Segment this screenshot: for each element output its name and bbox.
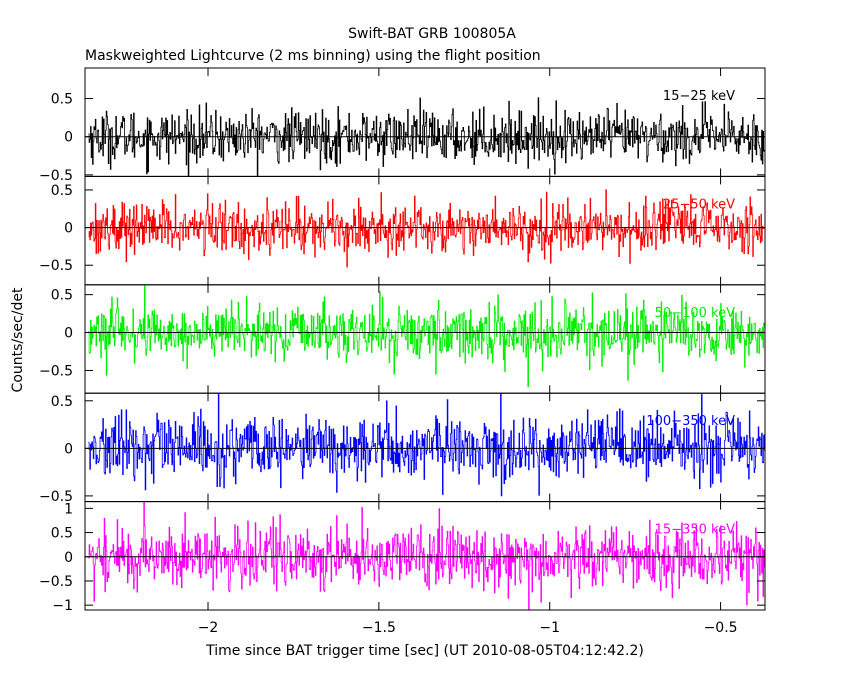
panel-1: −0.5 0 0.5 15−25 keV [39, 67, 766, 184]
y-tick-label: 0.5 [51, 526, 73, 542]
y-tick-label: 0.5 [51, 92, 73, 108]
series-trace-3 [88, 284, 765, 388]
y-tick-label: 0 [64, 550, 73, 566]
y-tick-label: −0.5 [39, 363, 73, 379]
series-trace-4 [88, 393, 765, 497]
panel-4: −0.5 0 0.5 100−350 keV [39, 392, 766, 505]
chart-title: Swift-BAT GRB 100805A [348, 26, 516, 42]
panels-group: −0.5 0 0.5 15−25 keV −0.5 0 0.5 25−50 keV −0.5 0 0… [39, 67, 766, 636]
panel-frame [84, 501, 766, 611]
panel-5: −1 −0.5 0 0.5 1 15−350 keV [39, 501, 766, 614]
y-axis-label: Counts/sec/det [10, 287, 26, 392]
y-tick-label: 0 [64, 221, 73, 237]
panel-2: −0.5 0 0.5 25−50 keV [39, 175, 766, 286]
y-tick-label: 0.5 [51, 183, 73, 199]
band-label-2: 25−50 keV [663, 197, 735, 212]
y-tick-label: 0.5 [51, 288, 73, 304]
band-label-3: 50−100 keV [655, 306, 735, 321]
x-tick-label: −1 [539, 620, 560, 636]
series-trace-1 [88, 97, 765, 177]
y-tick-label: 0 [64, 130, 73, 146]
band-label-1: 15−25 keV [663, 89, 735, 104]
panel-3: −0.5 0 0.5 50−100 keV [39, 284, 766, 394]
x-tick-label: −2 [198, 620, 219, 636]
y-tick-label: −0.5 [39, 258, 73, 274]
x-tick-label: −1.5 [362, 620, 396, 636]
y-tick-label: −0.5 [39, 489, 73, 505]
x-tick-label: −0.5 [704, 620, 738, 636]
y-tick-label: 1 [64, 501, 73, 517]
band-label-5: 15−350 keV [655, 523, 735, 538]
series-trace-2 [88, 189, 765, 268]
y-tick-label: 0.5 [51, 394, 73, 410]
series-trace-5 [88, 501, 765, 611]
y-tick-label: −1 [52, 598, 73, 614]
y-tick-label: −0.5 [39, 574, 73, 590]
chart-subtitle: Maskweighted Lightcurve (2 ms binning) u… [85, 48, 541, 64]
x-axis-label: Time since BAT trigger time [sec] (UT 20… [205, 643, 644, 659]
y-tick-label: −0.5 [39, 168, 73, 184]
y-tick-label: 0 [64, 441, 73, 457]
band-label-4: 100−350 keV [646, 414, 735, 429]
y-tick-label: 0 [64, 326, 73, 342]
